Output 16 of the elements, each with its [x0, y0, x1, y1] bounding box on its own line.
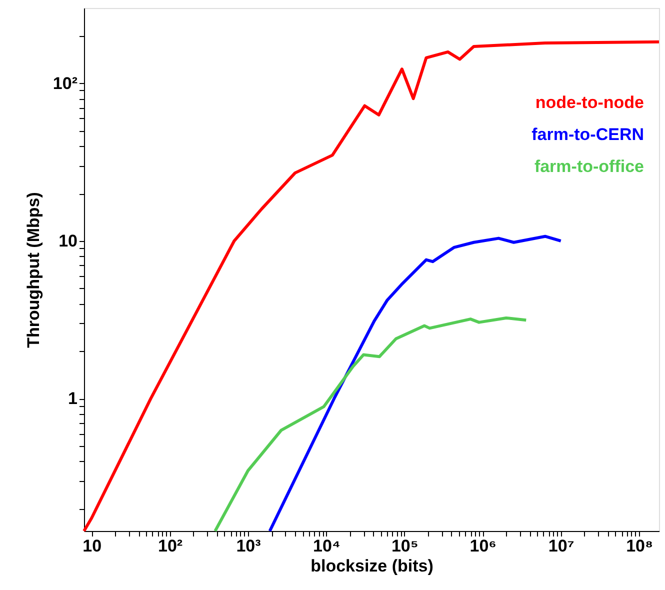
x-tick-label: 10⁷ — [548, 536, 574, 556]
text: farm-to-CERN — [532, 125, 644, 144]
x-tick-label: 10⁵ — [391, 536, 418, 556]
x-tick-label: 10⁶ — [470, 536, 496, 556]
text: farm-to-office — [534, 157, 644, 176]
x-tick-label: 10³ — [236, 536, 262, 556]
y-tick-label: 10² — [52, 74, 78, 93]
x-tick-label: 10² — [158, 536, 183, 556]
y-tick-label: 1 — [68, 389, 78, 408]
text: node-to-node — [535, 93, 644, 112]
x-axis-title: blocksize (bits) — [310, 556, 434, 576]
x-tick-label: 10 — [82, 536, 102, 556]
x-tick-label: 10⁸ — [626, 536, 654, 556]
y-axis-title: Throughput (Mbps) — [24, 192, 43, 348]
x-tick-label: 10⁴ — [313, 536, 340, 556]
y-tick-label: 10 — [58, 231, 78, 250]
